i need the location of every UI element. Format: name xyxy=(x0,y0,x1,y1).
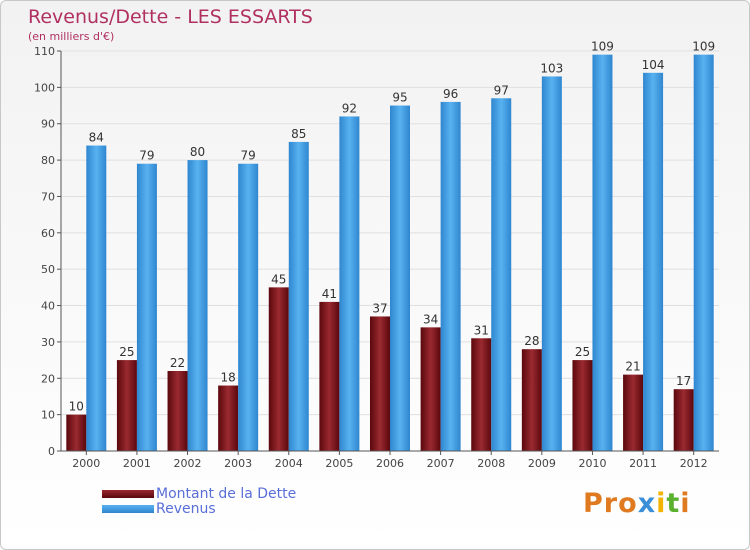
logo-letter: i xyxy=(656,488,667,519)
y-tick-label: 30 xyxy=(41,336,55,349)
bar-revenus-2011 xyxy=(643,72,664,452)
data-label-revenus-2006: 95 xyxy=(392,91,407,105)
data-label-dette-2004: 45 xyxy=(271,272,286,286)
data-label-revenus-2001: 79 xyxy=(139,149,154,163)
bar-revenus-2009 xyxy=(541,76,562,452)
bar-revenus-2005 xyxy=(339,116,360,452)
bar-dette-2008 xyxy=(471,338,492,451)
bar-dette-2005 xyxy=(319,301,340,451)
data-label-revenus-2011: 104 xyxy=(642,58,665,72)
bar-revenus-2006 xyxy=(390,105,410,451)
x-axis: 2000 2001 2002 2003 2004 2005 2006 2007 2008 2009… xyxy=(61,450,719,470)
chart-subtitle: (en milliers d'€) xyxy=(28,30,115,43)
x-tick-label-2009: 2009 xyxy=(528,457,556,470)
y-tick-label: 50 xyxy=(41,263,55,276)
y-tick-label: 0 xyxy=(48,445,55,458)
x-tick-label-2003: 2003 xyxy=(224,457,252,470)
logo-letter: x xyxy=(637,488,657,519)
bar-dette-2009 xyxy=(521,349,542,451)
data-label-dette-2000: 10 xyxy=(69,400,84,414)
legend-swatch-dette xyxy=(102,490,154,498)
data-label-dette-2010: 25 xyxy=(575,345,590,359)
x-tick-label-2011: 2011 xyxy=(629,457,657,470)
bars xyxy=(66,54,714,452)
bar-revenus-2003 xyxy=(238,163,259,451)
bar-dette-2006 xyxy=(370,316,390,451)
data-label-dette-2008: 31 xyxy=(474,323,489,337)
x-tick-label-2007: 2007 xyxy=(427,457,455,470)
x-tick-label-2005: 2005 xyxy=(325,457,353,470)
bar-dette-2007 xyxy=(420,327,441,451)
data-label-revenus-2003: 79 xyxy=(241,149,256,163)
y-tick-label: 10 xyxy=(41,409,55,422)
x-tick-label-2006: 2006 xyxy=(376,457,404,470)
x-tick-label-2000: 2000 xyxy=(72,457,100,470)
bar-dette-2003 xyxy=(218,385,239,451)
data-label-dette-2001: 25 xyxy=(119,345,134,359)
y-tick-label: 80 xyxy=(41,154,55,167)
data-label-revenus-2012: 109 xyxy=(692,40,715,54)
data-label-revenus-2009: 103 xyxy=(540,61,563,75)
x-tick-label-2010: 2010 xyxy=(578,457,606,470)
data-label-dette-2003: 18 xyxy=(221,371,236,385)
data-label-revenus-2004: 85 xyxy=(291,127,306,141)
bar-revenus-2001 xyxy=(136,163,157,451)
data-label-revenus-2007: 96 xyxy=(443,87,458,101)
bar-revenus-2012 xyxy=(693,54,714,452)
chart-title: Revenus/Dette - LES ESSARTS xyxy=(28,6,313,28)
y-tick-label: 100 xyxy=(34,81,55,94)
logo-letter: t xyxy=(666,488,681,519)
legend-label-revenus: Revenus xyxy=(156,501,216,517)
data-label-dette-2002: 22 xyxy=(170,356,185,370)
bar-dette-2010 xyxy=(572,360,593,451)
bar-revenus-2010 xyxy=(592,54,613,452)
legend-label-dette: Montant de la Dette xyxy=(156,486,297,502)
y-tick-label: 20 xyxy=(41,372,55,385)
x-tick-label-2008: 2008 xyxy=(477,457,505,470)
bar-dette-2001 xyxy=(116,360,137,451)
bar-revenus-2007 xyxy=(440,101,461,451)
data-label-dette-2011: 21 xyxy=(625,360,640,374)
data-label-dette-2007: 34 xyxy=(423,312,438,326)
bar-revenus-2008 xyxy=(491,98,512,451)
data-label-dette-2005: 41 xyxy=(322,287,337,301)
bar-dette-2011 xyxy=(623,374,644,451)
data-label-dette-2009: 28 xyxy=(524,334,539,348)
bar-revenus-2002 xyxy=(187,160,208,451)
data-label-revenus-2000: 84 xyxy=(89,131,104,145)
bar-dette-2012 xyxy=(673,389,694,451)
y-tick-label: 70 xyxy=(41,190,55,203)
x-tick-label-2002: 2002 xyxy=(174,457,202,470)
y-axis: 0 10 20 30 40 50 60 70 80 90 100 110 xyxy=(34,45,62,458)
data-label-dette-2006: 37 xyxy=(372,301,387,315)
bar-dette-2002 xyxy=(167,371,188,451)
data-label-revenus-2005: 92 xyxy=(342,101,357,115)
x-tick-label-2001: 2001 xyxy=(123,457,151,470)
data-label-revenus-2008: 97 xyxy=(494,83,509,97)
logo-letter: r xyxy=(603,488,619,519)
data-label-dette-2012: 17 xyxy=(676,374,691,388)
logo-letter: i xyxy=(680,488,691,519)
bar-dette-2000 xyxy=(66,414,87,451)
logo-letter: o xyxy=(618,488,638,519)
y-tick-label: 90 xyxy=(41,118,55,131)
data-label-revenus-2002: 80 xyxy=(190,145,205,159)
proxiti-logo: Proxiti xyxy=(583,488,691,519)
y-tick-label: 40 xyxy=(41,300,55,313)
legend-swatch-revenus xyxy=(102,505,154,513)
bar-dette-2004 xyxy=(268,287,289,451)
y-tick-label: 110 xyxy=(34,45,55,58)
logo-letter: P xyxy=(583,488,604,519)
bar-revenus-2004 xyxy=(288,141,309,451)
bar-revenus-2000 xyxy=(86,145,107,451)
x-tick-label-2004: 2004 xyxy=(275,457,303,470)
data-labels: 10 84 25 79 22 80 18 79 45 85 41 92 37 95 34 96 31 97 28 10… xyxy=(69,40,715,414)
x-tick-label-2012: 2012 xyxy=(680,457,708,470)
y-tick-label: 60 xyxy=(41,227,55,240)
data-label-revenus-2010: 109 xyxy=(591,40,614,54)
